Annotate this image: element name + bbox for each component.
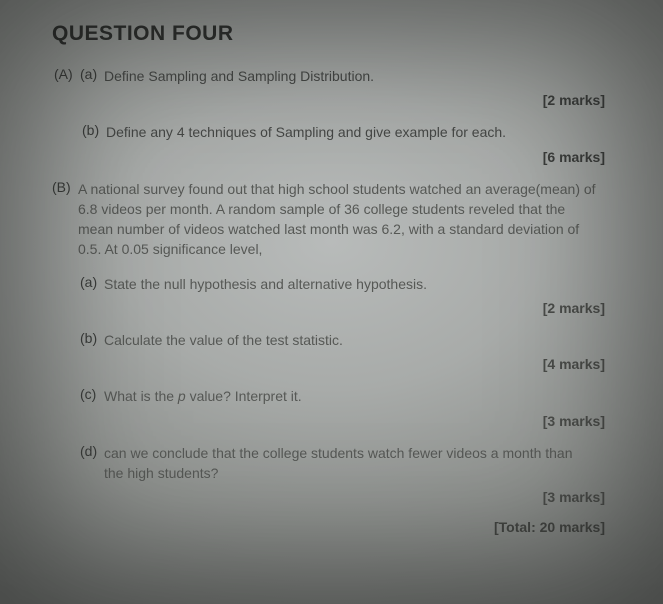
question-title: QUESTION FOUR <box>52 22 615 46</box>
section-B: (B) A national survey found out that hig… <box>52 179 615 536</box>
marks-A-a: [2 marks] <box>54 92 615 108</box>
exam-page: QUESTION FOUR (A) (a) Define Sampling an… <box>0 0 663 561</box>
section-A: (A) (a) Define Sampling and Sampling Dis… <box>52 66 615 165</box>
label-B-d: (d) <box>80 443 104 459</box>
text-B-intro: A national survey found out that high sc… <box>78 179 598 260</box>
text-B-a: State the null hypothesis and alternativ… <box>104 274 427 294</box>
text-B-c-pre: What is the <box>104 388 178 404</box>
spacer <box>52 262 615 274</box>
marks-B-d: [3 marks] <box>52 489 615 505</box>
text-B-c-var: p <box>178 388 186 404</box>
text-B-d: can we conclude that the college student… <box>104 443 584 484</box>
label-B: (B) <box>52 179 78 195</box>
label-A-b: (b) <box>82 122 106 138</box>
label-B-b: (b) <box>80 330 104 346</box>
label-B-a: (a) <box>80 274 104 290</box>
row-B-b: (b) Calculate the value of the test stat… <box>52 330 615 350</box>
text-A-b: Define any 4 techniques of Sampling and … <box>106 122 506 142</box>
label-A: (A) <box>54 66 80 82</box>
text-B-c-post: value? Interpret it. <box>186 388 302 404</box>
text-B-c: What is the p value? Interpret it. <box>104 386 302 406</box>
marks-B-c: [3 marks] <box>52 413 615 429</box>
text-B-b: Calculate the value of the test statisti… <box>104 330 343 350</box>
label-B-c: (c) <box>80 386 104 402</box>
label-A-a: (a) <box>80 66 104 82</box>
row-A-a: (A) (a) Define Sampling and Sampling Dis… <box>54 66 615 86</box>
row-B-c: (c) What is the p value? Interpret it. <box>52 386 615 406</box>
row-B-a: (a) State the null hypothesis and altern… <box>52 274 615 294</box>
text-A-a: Define Sampling and Sampling Distributio… <box>104 66 374 86</box>
marks-B-b: [4 marks] <box>52 356 615 372</box>
row-B-d: (d) can we conclude that the college stu… <box>52 443 615 484</box>
marks-B-a: [2 marks] <box>52 300 615 316</box>
row-B-intro: (B) A national survey found out that hig… <box>52 179 615 260</box>
total-marks: [Total: 20 marks] <box>52 519 615 535</box>
marks-A-b: [6 marks] <box>54 149 615 165</box>
row-A-b: (b) Define any 4 techniques of Sampling … <box>54 122 615 142</box>
